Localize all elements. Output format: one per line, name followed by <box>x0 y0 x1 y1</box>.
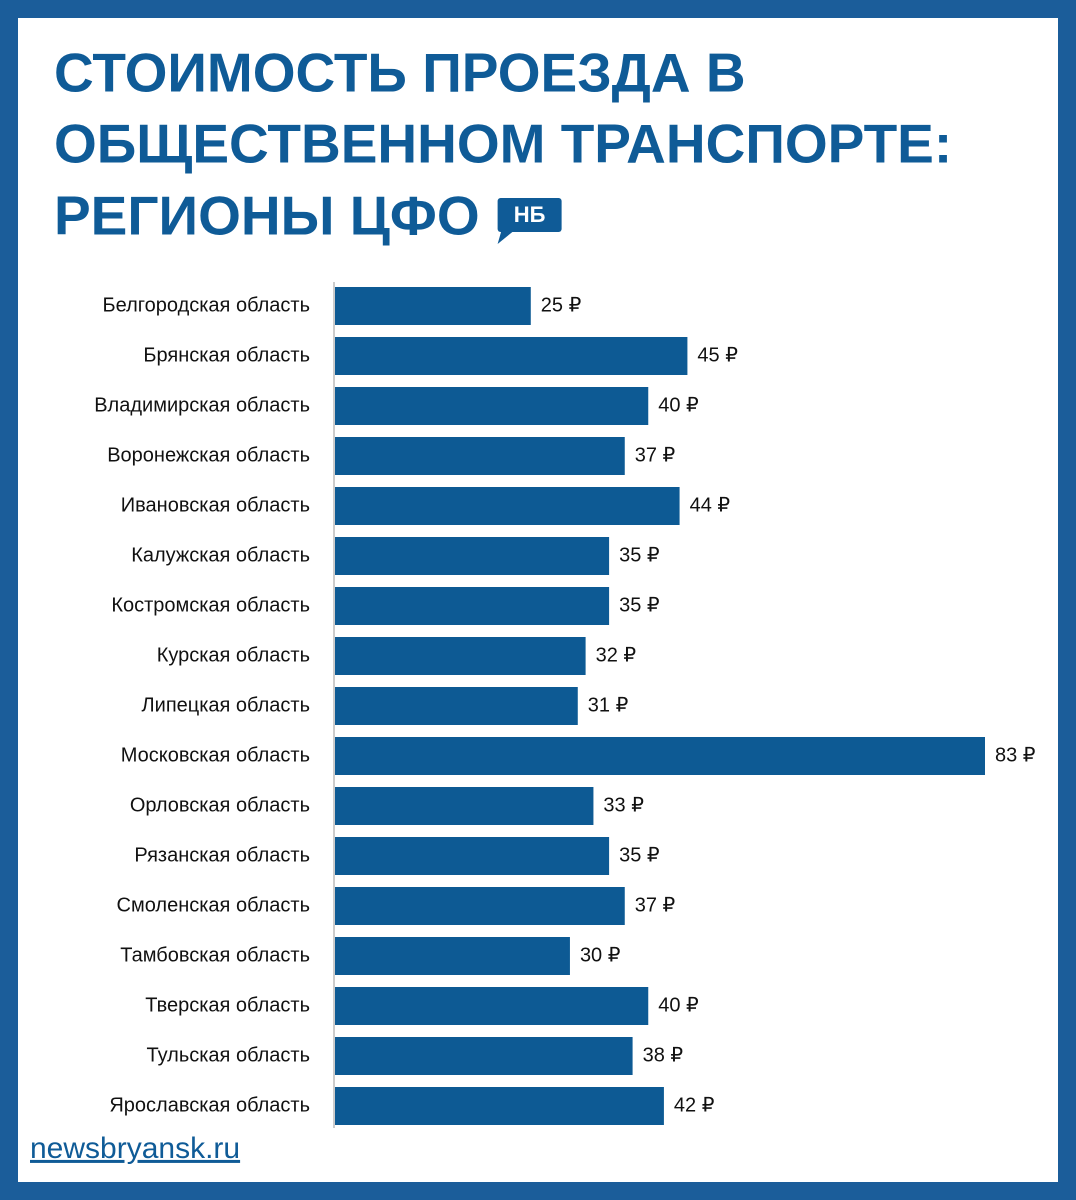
category-label: Ярославская область <box>109 1094 310 1116</box>
category-label: Тульская область <box>147 1044 311 1066</box>
bar <box>335 737 985 775</box>
bar <box>335 1087 664 1125</box>
value-label: 40 ₽ <box>658 394 699 416</box>
bar <box>335 887 625 925</box>
value-label: 40 ₽ <box>658 994 699 1016</box>
category-label: Орловская область <box>130 794 310 816</box>
value-label: 35 ₽ <box>619 544 660 566</box>
value-label: 37 ₽ <box>635 894 676 916</box>
category-label: Курская область <box>157 644 310 666</box>
title-line: ОБЩЕСТВЕННОМ ТРАНСПОРТЕ: <box>54 113 952 175</box>
logo-tail <box>497 230 514 244</box>
bar <box>335 687 578 725</box>
bar <box>335 837 610 875</box>
value-label: 35 ₽ <box>619 594 660 616</box>
logo-text: НБ <box>514 202 546 227</box>
value-label: 83 ₽ <box>995 744 1036 766</box>
title-line: РЕГИОНЫ ЦФО <box>54 185 480 247</box>
title-line: СТОИМОСТЬ ПРОЕЗДА В <box>54 42 746 104</box>
category-label: Тамбовская область <box>120 944 310 966</box>
category-label: Костромская область <box>111 594 310 616</box>
value-label: 30 ₽ <box>580 944 621 966</box>
category-label: Калужская область <box>131 544 310 566</box>
value-label: 25 ₽ <box>541 294 582 316</box>
category-label: Брянская область <box>143 344 310 366</box>
category-label: Воронежская область <box>107 444 310 466</box>
bar <box>335 987 649 1025</box>
bar <box>335 287 531 325</box>
category-label: Ивановская область <box>121 494 310 516</box>
category-label: Московская область <box>121 744 310 766</box>
bar <box>335 637 586 675</box>
value-label: 45 ₽ <box>697 344 738 366</box>
logo-badge <box>497 198 562 232</box>
category-label: Тверская область <box>145 994 310 1016</box>
category-label: Владимирская область <box>94 394 310 416</box>
bar <box>335 387 649 425</box>
bar <box>335 937 570 975</box>
bar <box>335 537 610 575</box>
source: newsbryansk.ru <box>30 1132 240 1165</box>
value-label: 32 ₽ <box>596 644 637 666</box>
value-label: 42 ₽ <box>674 1094 715 1116</box>
category-label: Белгородская область <box>103 294 310 316</box>
category-label: Рязанская область <box>134 844 310 866</box>
bar <box>335 587 610 625</box>
bar <box>335 1037 633 1075</box>
value-label: 33 ₽ <box>603 794 644 816</box>
category-label: Смоленская область <box>117 894 310 916</box>
bar <box>335 337 688 375</box>
bar <box>335 487 680 525</box>
bar <box>335 437 625 475</box>
value-label: 38 ₽ <box>643 1044 684 1066</box>
value-label: 35 ₽ <box>619 844 660 866</box>
value-label: 31 ₽ <box>588 694 629 716</box>
category-label: Липецкая область <box>142 694 310 716</box>
value-label: 37 ₽ <box>635 444 676 466</box>
bar <box>335 787 594 825</box>
logo: НБ <box>497 198 562 244</box>
value-label: 44 ₽ <box>690 494 731 516</box>
